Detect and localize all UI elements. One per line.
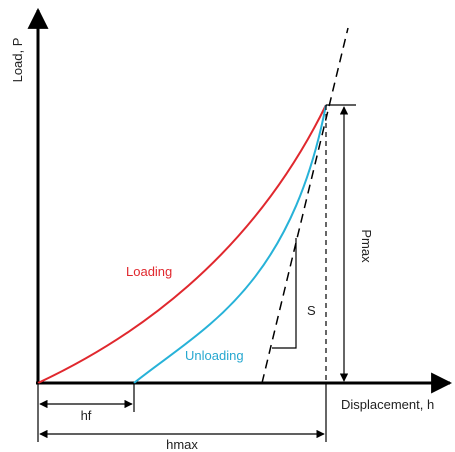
- loading-label: Loading: [126, 264, 172, 279]
- hmax-label: hmax: [166, 437, 198, 452]
- y-axis-label: Load, P: [10, 38, 25, 83]
- x-axis-label: Displacement, h: [341, 397, 434, 412]
- hf-label: hf: [81, 408, 92, 423]
- tangent-line: [261, 27, 349, 384]
- loading-curve: [37, 104, 327, 384]
- slope-triangle: [272, 238, 297, 349]
- unloading-curve: [133, 104, 327, 384]
- pmax-label: Pmax: [359, 229, 374, 263]
- unloading-label: Unloading: [185, 348, 244, 363]
- stiffness-label: S: [307, 303, 316, 318]
